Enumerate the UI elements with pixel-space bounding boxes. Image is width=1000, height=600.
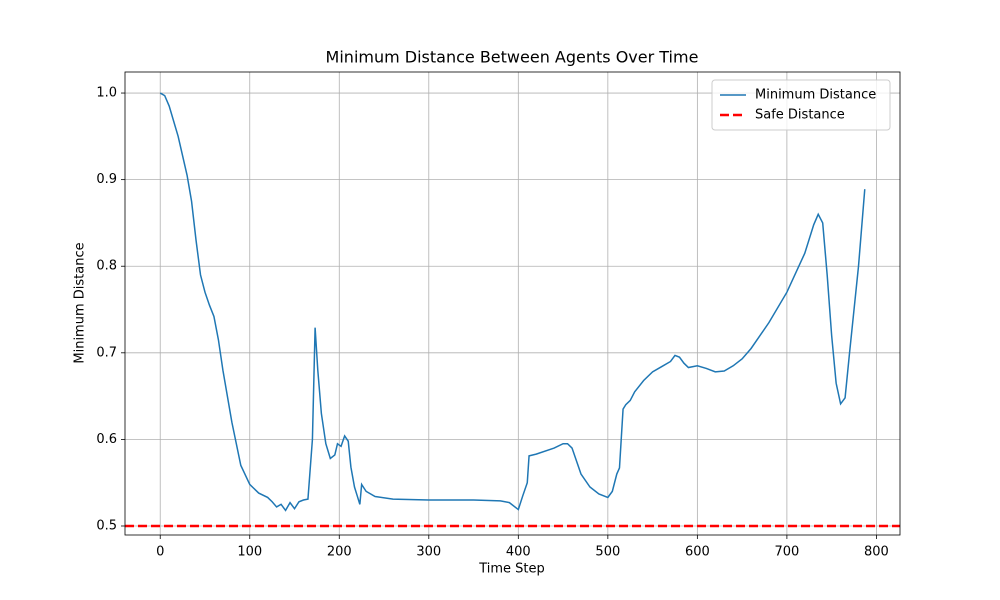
x-tick-label: 500 <box>595 545 620 560</box>
x-tick-label: 700 <box>774 545 799 560</box>
y-tick-label: 0.5 <box>96 518 117 533</box>
x-axis-label: Time Step <box>478 562 545 577</box>
y-tick-label: 0.9 <box>96 172 117 187</box>
x-tick-label: 200 <box>327 545 352 560</box>
chart-title: Minimum Distance Between Agents Over Tim… <box>326 48 699 67</box>
x-tick-label: 800 <box>864 545 889 560</box>
y-axis-label: Minimum Distance <box>73 242 88 363</box>
y-tick-label: 0.6 <box>96 432 117 447</box>
x-tick-label: 600 <box>685 545 710 560</box>
y-tick-label: 0.8 <box>96 259 117 274</box>
y-tick-label: 0.7 <box>96 345 117 360</box>
legend-box <box>711 79 891 131</box>
plot-frame <box>124 71 901 536</box>
x-tick-label: 0 <box>156 545 164 560</box>
x-tick-label: 300 <box>416 545 441 560</box>
x-tick-label: 400 <box>506 545 531 560</box>
legend: Minimum Distance Safe Distance <box>711 79 891 131</box>
data-line <box>159 92 866 512</box>
x-tick-label: 100 <box>237 545 262 560</box>
legend-label: Safe Distance <box>755 108 845 123</box>
y-tick-label: 1.0 <box>96 86 117 101</box>
legend-label: Minimum Distance <box>755 88 876 103</box>
